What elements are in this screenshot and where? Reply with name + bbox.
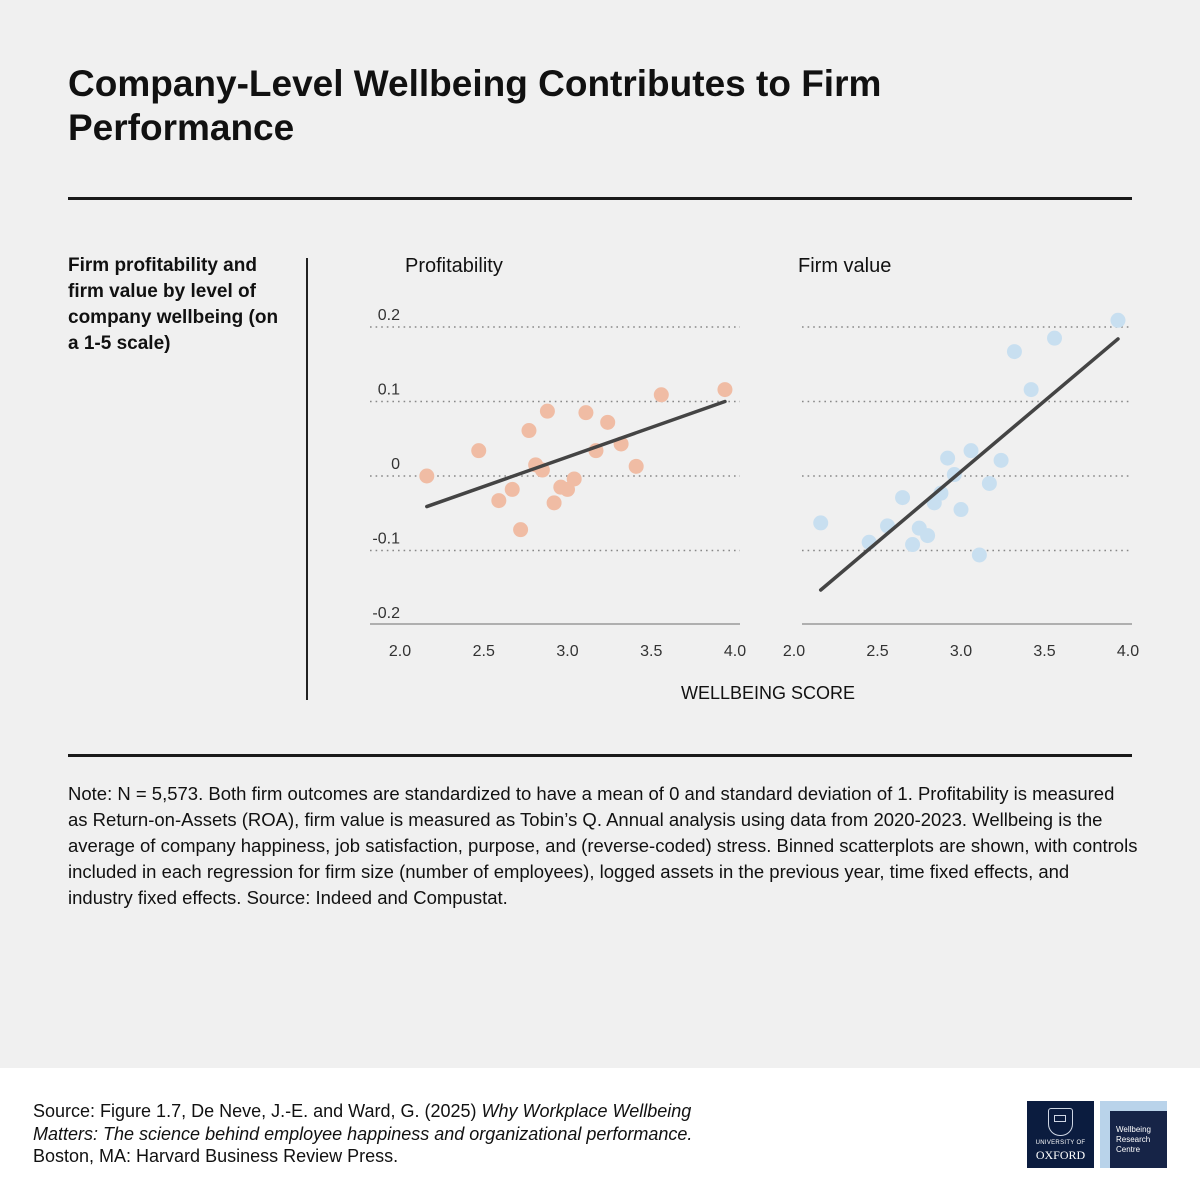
crest-icon [1048, 1108, 1073, 1136]
oxford-logo-text: OXFORD [1035, 1148, 1086, 1162]
profitability-trend-line [425, 399, 727, 509]
firm-value-data-point [971, 547, 987, 563]
firm-value-data-point [953, 502, 969, 518]
profitability-y-tick-label: 0.1 [378, 382, 400, 399]
profitability-data-point [539, 403, 555, 419]
firm-value-data-point [981, 475, 997, 491]
profitability-x-tick-label: 2.0 [389, 643, 411, 660]
firm-value-data-point [963, 443, 979, 459]
page-title: Company-Level Wellbeing Contributes to F… [68, 63, 882, 148]
profitability-x-tick-label: 2.5 [473, 643, 495, 660]
firm-value-x-tick-label: 4.0 [1117, 643, 1139, 660]
profitability-data-point [471, 443, 487, 459]
oxford-logo: UNIVERSITY OF OXFORD [1027, 1101, 1094, 1168]
profitability-data-point [546, 495, 562, 511]
firm-value-x-tick-label: 3.0 [950, 643, 972, 660]
source-citation: Source: Figure 1.7, De Neve, J.-E. and W… [33, 1100, 753, 1168]
firm-value-data-point [940, 450, 956, 466]
profitability-data-point [566, 471, 582, 487]
profitability-data-point [504, 481, 520, 497]
profitability-data-point [717, 382, 733, 398]
profitability-data-point [653, 387, 669, 403]
firm-value-data-point [993, 452, 1009, 468]
firm-value-trend-line [818, 337, 1120, 592]
profitability-x-tick-label: 3.5 [640, 643, 662, 660]
wrc-line-2: Research [1116, 1135, 1151, 1144]
profitability-data-point [419, 468, 435, 484]
firm-value-x-tick-label: 2.5 [866, 643, 888, 660]
profitability-data-point [521, 423, 537, 439]
source-suffix: Boston, MA: Harvard Business Review Pres… [33, 1146, 399, 1166]
profitability-chart-title: Profitability [405, 255, 503, 277]
profitability-data-point [600, 414, 616, 430]
wrc-line-3: Centre [1116, 1145, 1141, 1154]
wrc-line-1: Wellbeing [1116, 1125, 1151, 1134]
profitability-x-tick-label: 3.0 [556, 643, 578, 660]
profitability-data-point [491, 493, 507, 509]
firm-value-data-point [1047, 330, 1063, 346]
source-book-title: Why Workplace Wellbeing Matters: The sci… [33, 1101, 693, 1144]
firm-value-data-point [905, 537, 921, 553]
firm-value-x-tick-label: 2.0 [783, 643, 805, 660]
firm-value-data-point [813, 515, 829, 531]
profitability-y-tick-label: -0.2 [372, 605, 400, 622]
profitability-y-tick-label: 0 [391, 456, 400, 473]
chart-description: Firm profitability and firm value by lev… [68, 255, 279, 354]
profitability-data-point [513, 522, 529, 538]
firm-value-chart-title: Firm value [798, 255, 891, 277]
wrc-logo-inner: Wellbeing Research Centre [1110, 1111, 1167, 1168]
firm-value-x-tick-label: 3.5 [1033, 643, 1055, 660]
wellbeing-research-centre-logo: Wellbeing Research Centre [1100, 1101, 1167, 1168]
source-prefix: Source: Figure 1.7, De Neve, J.-E. and W… [33, 1101, 482, 1121]
top-divider [68, 197, 1132, 200]
firm-value-data-point [1023, 382, 1039, 398]
profitability-y-tick-label: 0.2 [378, 307, 400, 324]
profitability-data-point [628, 458, 644, 474]
profitability-x-tick-label: 4.0 [724, 643, 746, 660]
footer: Source: Figure 1.7, De Neve, J.-E. and W… [0, 1068, 1200, 1200]
charts-area: Profitability 0.2 0.1 0 -0.1 -0.2 2.0 2.5 3.0 3.5… [370, 255, 1139, 703]
firm-value-data-point [1006, 344, 1022, 360]
bottom-divider [68, 754, 1132, 757]
x-axis-label: WELLBEING SCORE [681, 683, 855, 703]
firm-value-data-point [895, 490, 911, 506]
profitability-y-tick-label: -0.1 [372, 531, 400, 548]
firm-value-data-point [1110, 312, 1126, 328]
oxford-logo-small-text: UNIVERSITY OF [1035, 1140, 1086, 1146]
profitability-data-point [578, 405, 594, 421]
firm-value-data-point [920, 528, 936, 544]
note-text: Note: N = 5,573. Both firm outcomes are … [68, 783, 1138, 908]
vertical-divider [306, 258, 308, 700]
